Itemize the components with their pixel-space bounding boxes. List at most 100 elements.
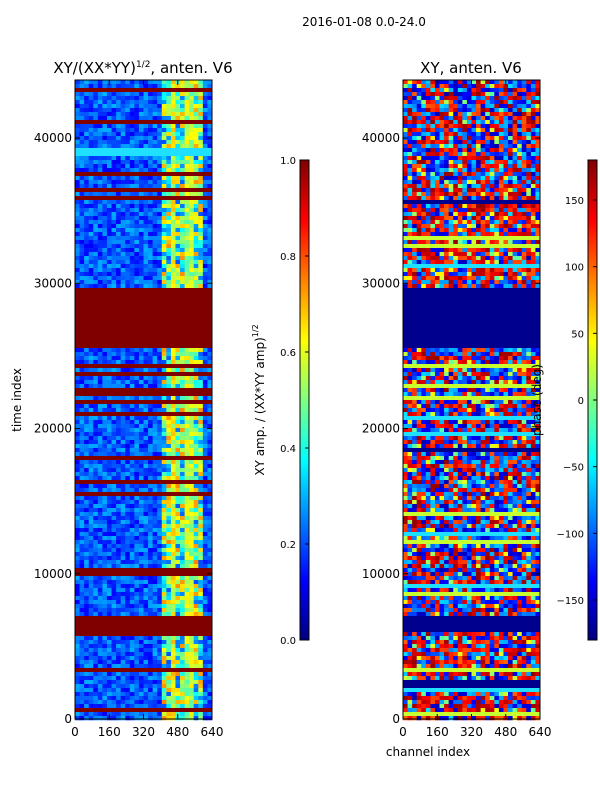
heatmap-cell	[535, 108, 541, 113]
heatmap-cell	[97, 676, 103, 681]
heatmap-cell	[425, 188, 431, 193]
heatmap-cell	[97, 368, 103, 373]
heatmap-cell	[129, 528, 135, 533]
heatmap-cell	[498, 208, 504, 213]
heatmap-cell	[161, 272, 167, 277]
heatmap-cell	[207, 128, 213, 133]
heatmap-cell	[412, 204, 417, 209]
heatmap-cell	[116, 716, 121, 721]
heatmap-cell	[143, 472, 149, 477]
heatmap-cell	[93, 524, 99, 529]
heatmap-cell	[84, 664, 89, 669]
heatmap-cell	[75, 500, 80, 505]
heatmap-cell	[161, 672, 167, 677]
amplitude-title-main: XY/(XX*YY)	[53, 59, 136, 77]
heatmap-cell	[462, 160, 468, 165]
heatmap-cell	[75, 176, 80, 181]
heatmap-cell	[180, 672, 185, 677]
heatmap-cell	[485, 172, 491, 177]
heatmap-cell	[93, 664, 99, 669]
heatmap-cell	[129, 488, 135, 493]
heatmap-cell	[175, 648, 181, 653]
heatmap-cell	[166, 156, 172, 161]
heatmap-cell	[494, 188, 500, 193]
heatmap-cell	[453, 104, 459, 109]
heatmap-cell	[143, 128, 149, 133]
heatmap-cell	[494, 100, 500, 105]
heatmap-cell	[166, 264, 172, 269]
heatmap-cell	[407, 136, 413, 141]
heatmap-cell	[421, 96, 427, 101]
heatmap-cell	[138, 376, 144, 381]
heatmap-cell	[125, 532, 131, 537]
heatmap-cell	[476, 216, 481, 221]
heatmap-cell	[448, 112, 454, 117]
heatmap-cell	[129, 696, 135, 701]
heatmap-cell	[166, 84, 172, 89]
heatmap-cell	[508, 156, 513, 161]
heatmap-cell	[161, 716, 167, 721]
heatmap-cell	[170, 580, 176, 585]
heatmap-cell	[421, 204, 427, 209]
heatmap-cell	[84, 272, 89, 277]
heatmap-cell	[116, 104, 121, 109]
heatmap-cell	[97, 652, 103, 657]
heatmap-cell	[152, 576, 158, 581]
heatmap-cell	[180, 104, 185, 109]
heatmap-cell	[166, 444, 172, 449]
heatmap-cell	[448, 224, 454, 229]
heatmap-cell	[193, 180, 199, 185]
heatmap-cell	[170, 512, 176, 517]
heatmap-cell	[79, 124, 85, 129]
heatmap-cell	[416, 124, 422, 129]
heatmap-cell	[489, 84, 495, 89]
heatmap-cell	[120, 700, 126, 705]
heatmap-cell	[138, 704, 144, 709]
heatmap-cell	[102, 716, 108, 721]
heatmap-cell	[152, 500, 158, 505]
heatmap-cell	[521, 140, 527, 145]
heatmap-cell	[498, 120, 504, 125]
heatmap-cell	[143, 356, 149, 361]
heatmap-cell	[157, 540, 163, 545]
heatmap-cell	[412, 100, 417, 105]
heatmap-cell	[412, 188, 417, 193]
heatmap-cell	[84, 124, 89, 129]
heatmap-cell	[120, 156, 126, 161]
heatmap-cell	[434, 232, 440, 237]
heatmap-cell	[93, 540, 99, 545]
heatmap-cell	[161, 116, 167, 121]
heatmap-cell	[457, 116, 463, 121]
heatmap-cell	[111, 528, 117, 533]
heatmap-cell	[84, 80, 89, 85]
heatmap-cell	[180, 368, 185, 373]
heatmap-cell	[521, 164, 527, 169]
heatmap-cell	[535, 132, 541, 137]
heatmap-cell	[106, 436, 112, 441]
heatmap-cell	[157, 352, 163, 357]
heatmap-cell	[425, 176, 431, 181]
heatmap-cell	[93, 140, 99, 145]
heatmap-cell	[111, 636, 117, 641]
heatmap-cell	[184, 112, 190, 117]
heatmap-cell	[180, 236, 185, 241]
heatmap-cell	[466, 204, 472, 209]
heatmap-cell	[84, 236, 89, 241]
heatmap-cell	[102, 532, 108, 537]
heatmap-cell	[120, 284, 126, 289]
heatmap-cell	[193, 612, 199, 617]
heatmap-cell	[403, 176, 408, 181]
heatmap-cell	[161, 648, 167, 653]
heatmap-cell	[180, 100, 185, 105]
heatmap-cell	[521, 224, 527, 229]
heatmap-cell	[157, 560, 163, 565]
heatmap-cell	[480, 104, 486, 109]
heatmap-cell	[193, 216, 199, 221]
heatmap-cell	[202, 712, 208, 717]
heatmap-cell	[88, 108, 94, 113]
heatmap-cell	[106, 244, 112, 249]
heatmap-cell	[535, 84, 541, 89]
heatmap-cell	[180, 204, 185, 209]
heatmap-cell	[88, 436, 94, 441]
heatmap-cell	[106, 544, 112, 549]
